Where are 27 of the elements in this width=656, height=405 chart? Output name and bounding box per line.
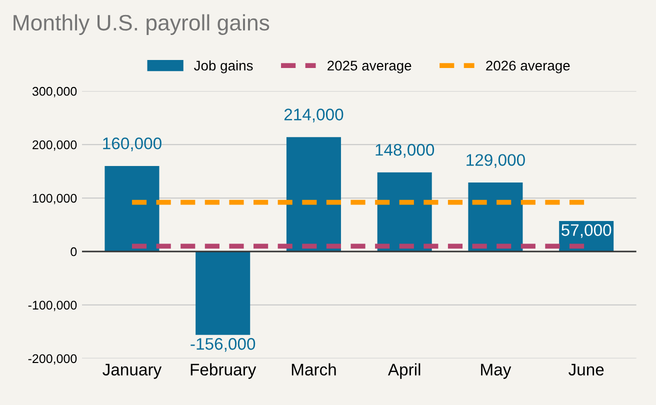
x-tick-label: June <box>568 364 604 376</box>
bar <box>196 252 250 335</box>
data-label: -156,000 <box>190 338 256 352</box>
x-tick-label: April <box>388 363 420 379</box>
bar <box>377 172 432 252</box>
chart-title: Monthly U.S. payroll gains <box>14 14 270 35</box>
legend-label: 2025 average <box>328 60 412 74</box>
x-tick-label: March <box>292 363 336 376</box>
bar <box>104 166 160 252</box>
x-tick-label: January <box>102 364 162 379</box>
bar <box>286 137 341 252</box>
y-tick-label: 200,000 <box>32 140 77 151</box>
bar <box>468 182 523 252</box>
x-tick-label: May <box>481 364 512 379</box>
legend-label: 2026 average <box>486 60 570 74</box>
x-tick-label: February <box>190 363 256 379</box>
data-label: 148,000 <box>376 144 434 158</box>
y-tick-label: -100,000 <box>28 300 77 312</box>
legend-label: Job gains <box>194 60 253 74</box>
y-tick-label: 0 <box>70 247 77 256</box>
data-label: 214,000 <box>284 108 344 122</box>
data-label: 129,000 <box>466 154 525 168</box>
data-label: 160,000 <box>103 138 162 152</box>
y-tick-label: 300,000 <box>32 86 77 98</box>
y-tick-label: 100,000 <box>32 194 77 204</box>
data-label: 57,000 <box>562 224 612 238</box>
y-tick-label: -200,000 <box>28 354 77 365</box>
